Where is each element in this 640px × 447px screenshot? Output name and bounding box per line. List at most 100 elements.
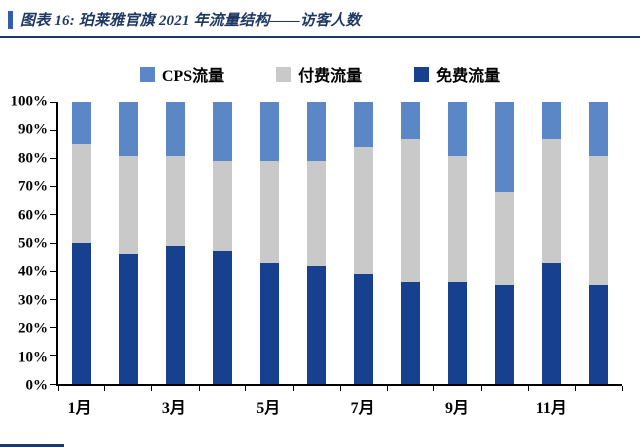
bar-slot [293, 102, 340, 384]
y-axis-tick [50, 355, 56, 357]
bar-segment [354, 147, 373, 274]
bar-segment [119, 155, 138, 255]
x-axis-tick [292, 386, 294, 391]
bar-slot [528, 102, 575, 384]
y-tick-label: 80% [18, 150, 48, 167]
x-tick-label: 9月 [444, 400, 469, 417]
bar-segment [542, 138, 561, 263]
bar-slot [246, 102, 293, 384]
stacked-bar [495, 102, 514, 384]
y-tick-label: 100% [10, 93, 49, 110]
chart-legend: CPS流量 付费流量 免费流量 [0, 62, 640, 86]
bar-segment [448, 155, 467, 283]
bar-segment [166, 155, 185, 246]
footer-rule [0, 444, 64, 447]
title-accent-bar [8, 10, 13, 29]
x-axis-tick [245, 386, 247, 391]
y-tick-label: 90% [18, 121, 48, 138]
x-axis-tick [527, 386, 529, 391]
x-axis-tick [151, 386, 153, 391]
y-tick-label: 60% [18, 207, 48, 224]
y-tick-label: 70% [18, 178, 48, 195]
y-tick-label: 30% [18, 292, 48, 309]
y-axis-tick [50, 242, 56, 244]
stacked-bar-chart: 100% 90% 80% 70% 60% 50% 40% 30% 20% 10% 0% 1月 3月 5月… [0, 94, 623, 418]
stacked-bar [166, 102, 185, 384]
bar-slot [199, 102, 246, 384]
stacked-bar [354, 102, 373, 384]
x-axis-tick [574, 386, 576, 391]
y-axis-tick [50, 327, 56, 329]
bar-segment [401, 282, 420, 384]
bar-segment [213, 251, 232, 384]
y-axis-tick [50, 129, 56, 131]
x-axis-tick [386, 386, 388, 391]
y-axis-tick [50, 186, 56, 188]
bar-segment [589, 155, 608, 286]
legend-swatch [414, 66, 430, 82]
x-axis-tick [480, 386, 482, 391]
bar-segment [542, 262, 561, 384]
legend-label: 付费流量 [298, 68, 363, 85]
bar-slot [434, 102, 481, 384]
header-divider [0, 36, 640, 38]
bar-segment [72, 144, 91, 243]
legend-item: 付费流量 [276, 62, 362, 86]
stacked-bar [260, 102, 279, 384]
stacked-bar [213, 102, 232, 384]
stacked-bar [589, 102, 608, 384]
x-axis-labels: 1月 3月 5月 7月 9月 11月 [56, 394, 622, 418]
x-axis-tick [57, 386, 59, 391]
bar-slot [481, 102, 528, 384]
stacked-bar [448, 102, 467, 384]
x-tick-label [103, 394, 150, 418]
x-tick-label: 1月 [67, 400, 92, 417]
bar-segment [495, 192, 514, 286]
stacked-bar [119, 102, 138, 384]
x-tick-label [575, 394, 622, 418]
bar-segment [72, 242, 91, 384]
x-axis-tick [433, 386, 435, 391]
y-tick-label: 40% [18, 263, 48, 280]
stacked-bar [72, 102, 91, 384]
bar-segment [448, 282, 467, 384]
bar-slot [387, 102, 434, 384]
y-axis-tick [50, 214, 56, 216]
y-tick-label: 0% [25, 377, 49, 394]
x-axis-tick [339, 386, 341, 391]
y-tick-label: 50% [18, 235, 48, 252]
x-tick-label [292, 394, 339, 418]
y-axis-tick [50, 383, 56, 385]
bar-slot [58, 102, 105, 384]
bar-segment [448, 102, 467, 156]
x-tick-label: 5月 [256, 400, 281, 417]
x-tick-label [386, 394, 433, 418]
bar-segment [542, 102, 561, 139]
legend-label: CPS流量 [161, 68, 225, 85]
x-tick-label [481, 394, 528, 418]
bar-segment [401, 102, 420, 139]
bar-slot [575, 102, 622, 384]
y-tick-label: 20% [18, 320, 48, 337]
y-tick-label: 10% [18, 349, 48, 366]
x-tick-label: 7月 [350, 400, 375, 417]
y-axis-tick [50, 298, 56, 300]
bar-segment [354, 274, 373, 384]
bar-slot [152, 102, 199, 384]
x-tick-label: 11月 [535, 400, 567, 417]
bar-segment [495, 102, 514, 193]
plot-area [50, 101, 623, 391]
y-axis-tick [50, 101, 56, 103]
bar-segment [260, 161, 279, 263]
bar-segment [166, 102, 185, 156]
x-axis-tick [104, 386, 106, 391]
bar-segment [213, 102, 232, 162]
x-tick-label [198, 394, 245, 418]
bar-segment [260, 262, 279, 384]
legend-label: 免费流量 [436, 68, 501, 85]
x-axis-tick [621, 386, 623, 391]
legend-item: 免费流量 [414, 62, 500, 86]
legend-swatch [276, 66, 292, 82]
bar-segment [119, 254, 138, 384]
